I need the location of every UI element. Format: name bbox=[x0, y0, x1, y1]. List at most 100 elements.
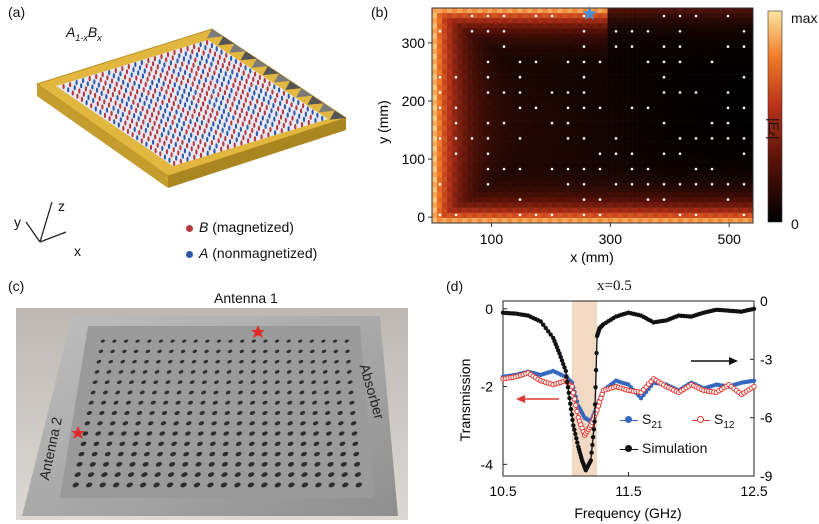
heat-cell bbox=[637, 74, 643, 80]
heat-cell bbox=[457, 38, 463, 45]
heat-cell bbox=[617, 161, 623, 167]
heat-cell bbox=[467, 130, 473, 137]
heat-cell bbox=[712, 176, 719, 183]
heat-cell bbox=[472, 141, 478, 147]
heat-cell bbox=[512, 166, 518, 173]
heat-cell bbox=[632, 8, 638, 14]
photo-rod bbox=[274, 400, 280, 405]
heat-cell bbox=[497, 74, 503, 80]
photo-rod bbox=[346, 370, 352, 374]
heat-cell bbox=[692, 161, 699, 167]
heat-cell bbox=[517, 95, 523, 101]
heat-cell bbox=[482, 192, 488, 198]
photo-rod bbox=[164, 390, 170, 395]
heat-cell bbox=[742, 192, 749, 198]
source-star-marker bbox=[582, 6, 597, 20]
heat-cell bbox=[542, 64, 548, 70]
photo-rod bbox=[152, 390, 157, 395]
heat-cell bbox=[552, 197, 558, 203]
heat-cell bbox=[442, 74, 448, 80]
heat-cell bbox=[692, 192, 699, 198]
heat-cell bbox=[717, 151, 724, 157]
photo-rod bbox=[186, 410, 193, 416]
photo-rod bbox=[80, 441, 87, 447]
heat-cell bbox=[642, 176, 648, 183]
heat-cell bbox=[717, 197, 724, 203]
heat-cell bbox=[442, 166, 448, 173]
rod bbox=[94, 92, 97, 98]
heat-cell bbox=[722, 28, 729, 34]
heat-cell bbox=[662, 43, 669, 50]
heat-cell bbox=[627, 202, 633, 208]
heat-cell bbox=[697, 207, 704, 214]
heat-cell bbox=[527, 18, 533, 24]
heat-cell bbox=[727, 38, 734, 45]
rod-dot bbox=[694, 91, 698, 94]
rod bbox=[124, 120, 127, 126]
heat-cell bbox=[542, 59, 548, 65]
heat-cell bbox=[637, 166, 643, 173]
heat-cell bbox=[627, 28, 633, 34]
panel-d-label: (d) bbox=[446, 278, 464, 294]
heat-cell bbox=[617, 212, 623, 219]
rod bbox=[204, 109, 207, 115]
heat-cell bbox=[632, 212, 638, 219]
heat-cell bbox=[527, 28, 533, 34]
heat-cell bbox=[437, 130, 443, 137]
heat-cell bbox=[712, 212, 719, 219]
rod bbox=[238, 99, 241, 105]
rod bbox=[146, 122, 150, 128]
heat-cell bbox=[462, 161, 468, 167]
rod bbox=[278, 119, 281, 125]
heat-cell bbox=[667, 48, 674, 55]
heat-cell bbox=[482, 166, 488, 173]
heat-cell bbox=[592, 207, 598, 214]
heat-cell bbox=[697, 64, 704, 70]
heat-cell bbox=[577, 135, 583, 142]
heat-cell bbox=[477, 79, 483, 86]
rod bbox=[171, 87, 174, 93]
point-simulation bbox=[538, 319, 543, 324]
legend-b-italic: B bbox=[199, 219, 209, 235]
heat-cell bbox=[612, 146, 618, 152]
heat-cell bbox=[682, 105, 689, 111]
heat-cell bbox=[472, 23, 478, 29]
heat-cell bbox=[602, 146, 608, 152]
heat-cell bbox=[502, 105, 508, 111]
photo-rod bbox=[261, 461, 268, 467]
heat-cell bbox=[537, 171, 543, 178]
heat-cell bbox=[712, 171, 719, 178]
heat-cell bbox=[647, 110, 653, 116]
legend-dot-b bbox=[186, 224, 193, 232]
heat-cell bbox=[697, 69, 704, 75]
heat-cell bbox=[547, 54, 553, 60]
colorbar-label: |Ez| bbox=[766, 118, 782, 140]
legend-sim-marker bbox=[620, 444, 638, 452]
heat-cell bbox=[597, 120, 603, 127]
heat-cell bbox=[662, 28, 669, 34]
heat-cell bbox=[707, 23, 714, 29]
heat-cell bbox=[507, 95, 513, 101]
heat-cell bbox=[587, 212, 593, 219]
rod bbox=[80, 83, 83, 89]
rod bbox=[192, 141, 195, 147]
heat-cell bbox=[582, 100, 588, 106]
heat-cell bbox=[452, 176, 458, 183]
heat-cell bbox=[587, 135, 593, 142]
heat-cell bbox=[672, 95, 679, 101]
point-simulation bbox=[592, 419, 597, 424]
photo-rod bbox=[274, 441, 281, 447]
heat-cell bbox=[557, 197, 563, 203]
rod bbox=[216, 78, 219, 84]
rod bbox=[137, 116, 140, 122]
heat-cell bbox=[742, 64, 749, 70]
rod-dot bbox=[630, 183, 634, 186]
rod bbox=[226, 144, 229, 150]
rod-dot bbox=[454, 213, 458, 217]
rod bbox=[112, 105, 115, 111]
heat-cell bbox=[537, 212, 543, 219]
heat-cell bbox=[582, 79, 588, 86]
rod bbox=[114, 100, 117, 106]
heat-cell bbox=[592, 120, 598, 127]
heat-cell bbox=[622, 84, 628, 91]
